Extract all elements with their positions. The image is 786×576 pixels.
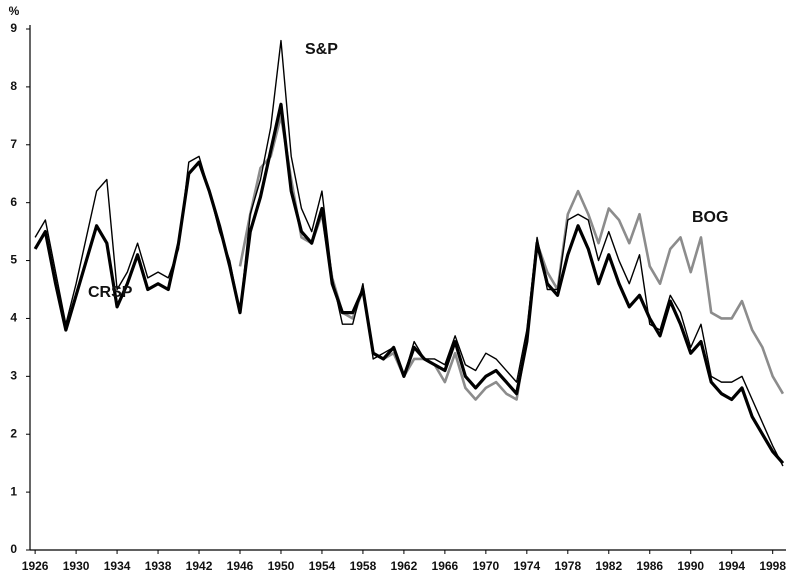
series-label: BOG xyxy=(692,209,728,226)
y-tick-label: 0 xyxy=(10,542,17,556)
series-line xyxy=(33,102,785,465)
x-tick-label: 1958 xyxy=(350,559,377,573)
y-tick-label: 6 xyxy=(10,195,17,209)
x-tick-label: 1978 xyxy=(554,559,581,573)
series-label: CRSP xyxy=(88,284,133,301)
series-line xyxy=(34,39,784,467)
series-line xyxy=(238,114,785,401)
series-label: S&P xyxy=(305,41,338,58)
x-tick-label: 1926 xyxy=(22,559,49,573)
y-tick-label: 8 xyxy=(10,79,17,93)
y-tick-label: 5 xyxy=(10,253,17,267)
x-tick-label: 1986 xyxy=(636,559,663,573)
x-tick-label: 1990 xyxy=(677,559,704,573)
x-tick-label: 1966 xyxy=(432,559,459,573)
x-tick-label: 1974 xyxy=(513,559,540,573)
y-tick-label: 7 xyxy=(10,137,17,151)
y-tick-label: 4 xyxy=(10,311,17,325)
x-tick-label: 1946 xyxy=(227,559,254,573)
x-tick-label: 1962 xyxy=(391,559,418,573)
y-tick-label: 3 xyxy=(10,369,17,383)
x-tick-label: 1994 xyxy=(718,559,745,573)
x-tick-label: 1982 xyxy=(595,559,622,573)
x-tick-label: 1930 xyxy=(63,559,90,573)
x-tick-label: 1942 xyxy=(186,559,213,573)
x-tick-label: 1938 xyxy=(145,559,172,573)
x-tick-label: 1934 xyxy=(104,559,131,573)
y-tick-label: 9 xyxy=(10,21,17,35)
x-tick-label: 1950 xyxy=(268,559,295,573)
y-tick-label: 2 xyxy=(10,426,17,440)
x-tick-label: 1970 xyxy=(473,559,500,573)
x-tick-label: 1954 xyxy=(309,559,336,573)
y-axis-label: % xyxy=(9,4,20,18)
x-tick-label: 1998 xyxy=(759,559,786,573)
y-tick-label: 1 xyxy=(10,484,17,498)
